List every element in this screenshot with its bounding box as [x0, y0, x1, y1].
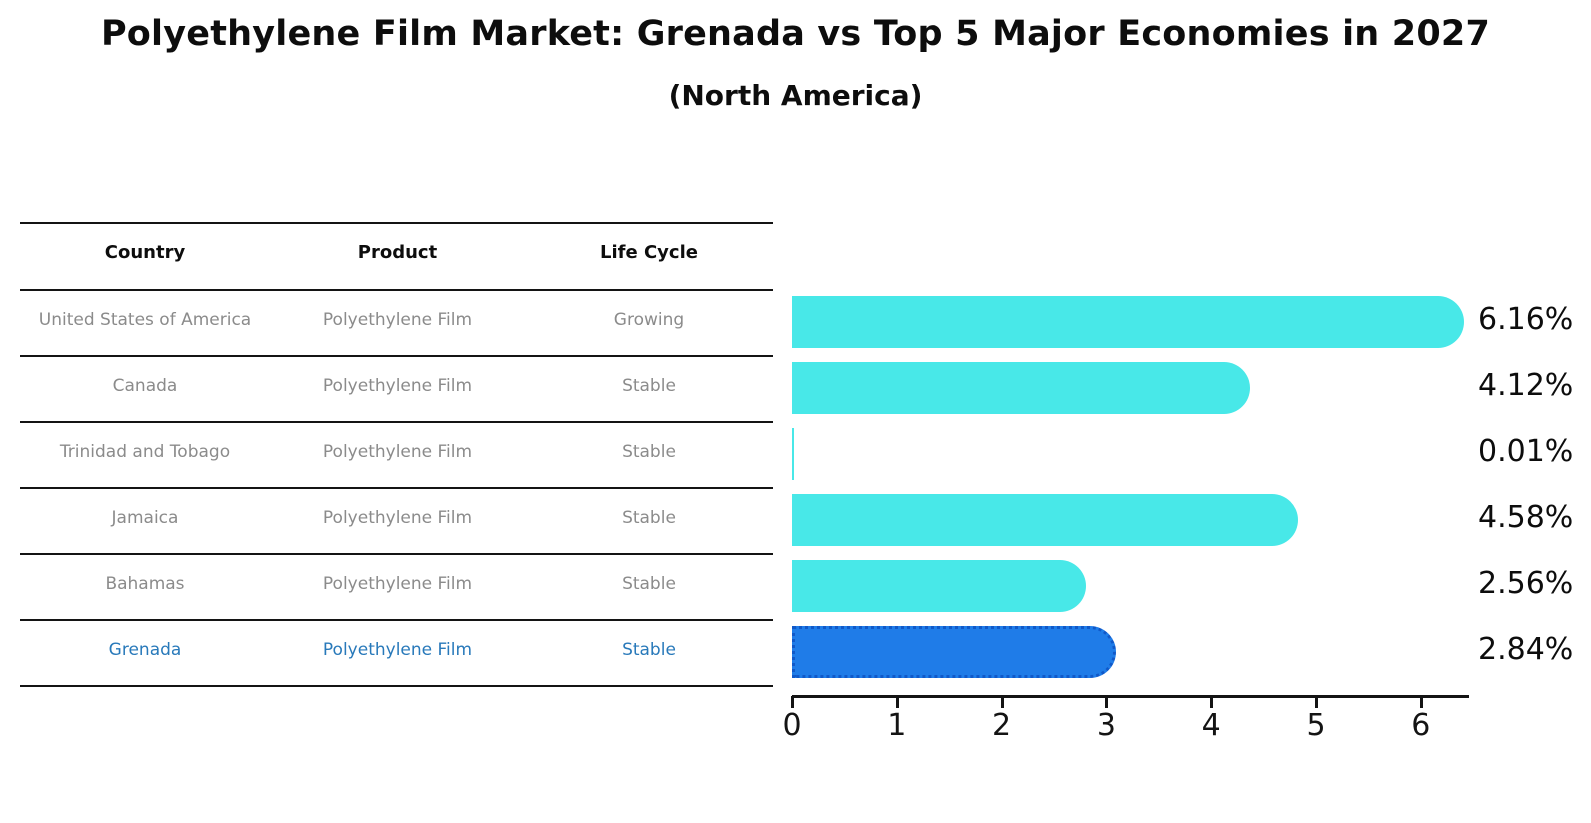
table-row: Trinidad and Tobago Polyethylene Film St…	[0, 421, 773, 487]
table-cell-product: Polyethylene Film	[322, 640, 473, 660]
x-tick-label: 4	[1201, 708, 1221, 743]
bar	[792, 428, 794, 480]
x-tick-mark	[1315, 696, 1318, 708]
chart-row: 2.84%	[792, 619, 1591, 685]
bar	[792, 494, 1298, 546]
table-cell-product: Polyethylene Film	[322, 376, 473, 396]
bar-value-label: 0.01%	[1478, 434, 1574, 469]
table-cell-country: United States of America	[38, 310, 252, 330]
x-tick-label: 1	[887, 708, 907, 743]
table-rule	[20, 553, 773, 555]
bar-value-label: 6.16%	[1478, 302, 1574, 337]
table-cell-country: Grenada	[108, 640, 182, 660]
x-tick-label: 3	[1096, 708, 1116, 743]
table-rule	[20, 355, 773, 357]
chart-row: 4.58%	[792, 487, 1591, 553]
table-rule	[20, 421, 773, 423]
x-tick-label: 2	[992, 708, 1012, 743]
table-cell-lifecycle: Growing	[613, 310, 685, 330]
table-row: Bahamas Polyethylene Film Stable	[0, 553, 773, 619]
x-tick-label: 6	[1411, 708, 1431, 743]
table-cell-country: Canada	[112, 376, 178, 396]
table-cell-country: Jamaica	[111, 508, 179, 528]
bar-value-label: 4.58%	[1478, 500, 1574, 535]
table-row: Canada Polyethylene Film Stable	[0, 355, 773, 421]
chart-title: Polyethylene Film Market: Grenada vs Top…	[100, 14, 1491, 54]
table-cell-product: Polyethylene Film	[322, 508, 473, 528]
x-tick-mark	[895, 696, 899, 708]
table-cell-product: Polyethylene Film	[322, 574, 473, 594]
table-cell-lifecycle: Stable	[622, 376, 676, 396]
bar-value-label: 2.56%	[1478, 566, 1574, 601]
table-cell-country: Bahamas	[105, 574, 185, 594]
bar-value-label: 4.12%	[1478, 368, 1574, 403]
table-cell-lifecycle: Stable	[622, 442, 676, 462]
chart-row: 0.01%	[792, 421, 1591, 487]
chart-row: 4.12%	[792, 355, 1591, 421]
x-axis-line	[792, 695, 1469, 698]
x-tick-label: 0	[782, 708, 802, 743]
table-header-country: Country	[104, 242, 186, 263]
x-tick-mark	[791, 696, 794, 708]
table-cell-country: Trinidad and Tobago	[59, 442, 231, 462]
table-cell-product: Polyethylene Film	[322, 310, 473, 330]
bar	[792, 296, 1464, 348]
table-rule	[20, 487, 773, 489]
table-cell-lifecycle: Stable	[622, 574, 676, 594]
x-tick-mark	[1105, 696, 1109, 708]
table-cell-lifecycle: Stable	[622, 640, 676, 660]
x-tick-label: 5	[1306, 708, 1326, 743]
bar-value-label: 2.84%	[1478, 632, 1574, 667]
table-row: Grenada Polyethylene Film Stable	[0, 619, 773, 685]
table-header-lifecycle: Life Cycle	[600, 242, 698, 263]
table-header-product: Product	[357, 242, 438, 263]
chart-subtitle: (North America)	[668, 79, 923, 112]
x-tick-mark	[1419, 696, 1423, 708]
bar	[792, 626, 1116, 678]
bar	[792, 560, 1087, 612]
x-tick-mark	[1210, 696, 1214, 708]
table-row: United States of America Polyethylene Fi…	[0, 289, 773, 355]
table-rule	[20, 619, 773, 621]
table-rule	[20, 289, 773, 291]
x-tick-mark	[1000, 696, 1004, 708]
table-rule	[20, 222, 773, 224]
bar	[792, 362, 1250, 414]
table-cell-product: Polyethylene Film	[322, 442, 473, 462]
table-row: Jamaica Polyethylene Film Stable	[0, 487, 773, 553]
table-rule	[20, 685, 773, 687]
table-cell-lifecycle: Stable	[622, 508, 676, 528]
chart-row: 2.56%	[792, 553, 1591, 619]
chart-row: 6.16%	[792, 289, 1591, 355]
